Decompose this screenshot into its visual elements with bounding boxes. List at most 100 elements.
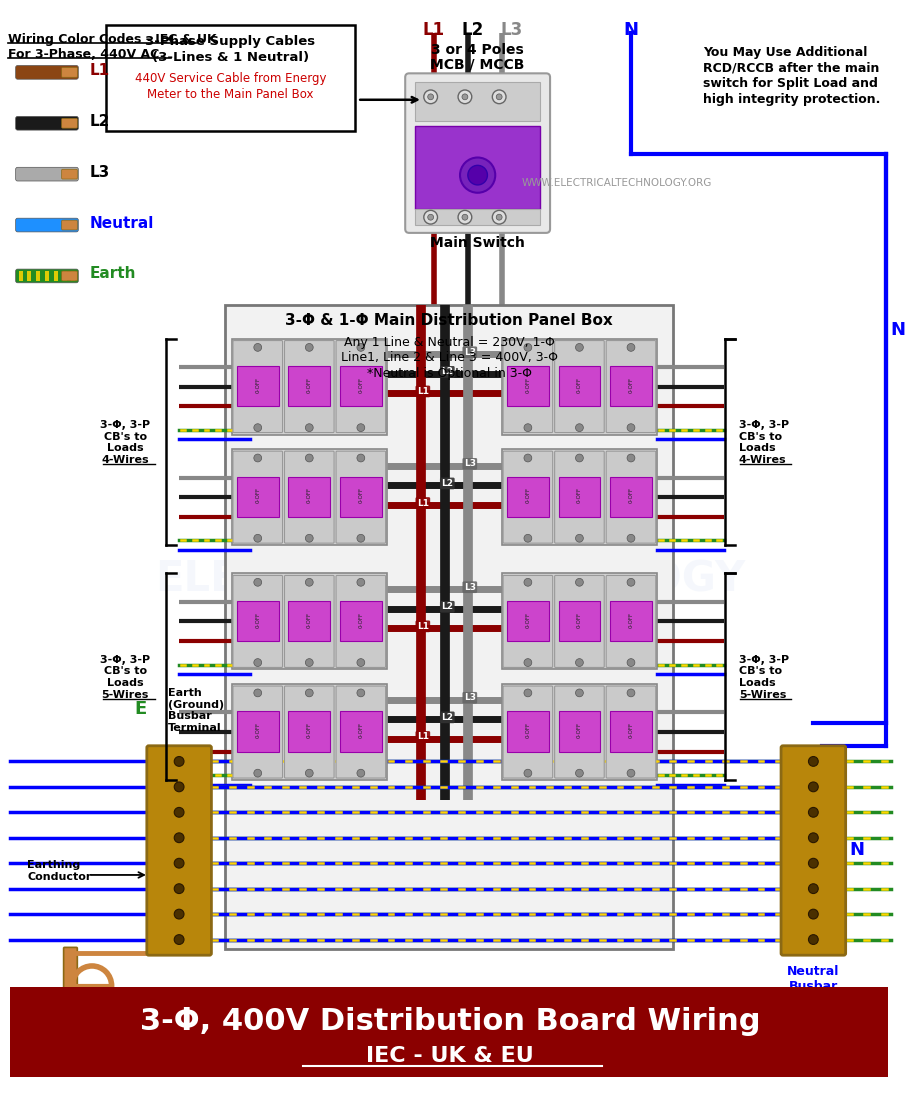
Circle shape xyxy=(174,833,184,843)
Text: L1: L1 xyxy=(90,63,110,78)
Bar xyxy=(18,271,22,281)
Text: 0-OFF: 0-OFF xyxy=(525,612,530,628)
Circle shape xyxy=(808,807,817,817)
Bar xyxy=(506,366,548,406)
Text: 0-OFF: 0-OFF xyxy=(576,487,582,504)
Circle shape xyxy=(808,782,817,792)
Circle shape xyxy=(808,935,817,945)
Text: L1: L1 xyxy=(416,387,428,396)
Circle shape xyxy=(492,210,505,224)
Circle shape xyxy=(461,94,468,100)
Circle shape xyxy=(305,343,312,351)
Text: L2: L2 xyxy=(461,22,483,40)
FancyBboxPatch shape xyxy=(284,575,334,668)
FancyBboxPatch shape xyxy=(106,25,355,131)
Circle shape xyxy=(627,579,634,586)
Text: L3: L3 xyxy=(463,460,475,469)
Bar xyxy=(506,601,548,641)
FancyBboxPatch shape xyxy=(606,686,655,778)
Text: Ground
ROD: Ground ROD xyxy=(24,1038,70,1060)
Text: 0-OFF: 0-OFF xyxy=(255,722,260,738)
Bar xyxy=(502,573,656,670)
Text: 3-Phase Supply Cables: 3-Phase Supply Cables xyxy=(145,35,315,48)
Bar xyxy=(232,339,386,434)
Text: 3-Φ, 3-P
CB's to
Loads
5-Wires: 3-Φ, 3-P CB's to Loads 5-Wires xyxy=(738,654,789,700)
FancyBboxPatch shape xyxy=(16,270,78,283)
Text: For 3-Phase, 440V AC: For 3-Phase, 440V AC xyxy=(8,48,159,60)
FancyBboxPatch shape xyxy=(503,575,552,668)
FancyBboxPatch shape xyxy=(62,169,77,179)
Circle shape xyxy=(305,769,312,777)
FancyBboxPatch shape xyxy=(335,575,385,668)
Text: MCB / MCCB: MCB / MCCB xyxy=(430,57,524,72)
Bar xyxy=(340,366,381,406)
Text: 0-OFF: 0-OFF xyxy=(357,376,363,393)
Circle shape xyxy=(305,535,312,542)
Circle shape xyxy=(575,535,583,542)
FancyBboxPatch shape xyxy=(606,451,655,543)
Text: 0-OFF: 0-OFF xyxy=(628,612,633,628)
Text: L3: L3 xyxy=(500,22,522,40)
Bar xyxy=(609,476,652,517)
Circle shape xyxy=(575,454,583,462)
Circle shape xyxy=(524,579,531,586)
Circle shape xyxy=(460,157,494,192)
Text: Earthing
Conductor: Earthing Conductor xyxy=(28,860,92,882)
Bar xyxy=(28,271,31,281)
Circle shape xyxy=(492,90,505,103)
Circle shape xyxy=(424,90,437,103)
Bar xyxy=(340,476,381,517)
Circle shape xyxy=(627,689,634,696)
Circle shape xyxy=(524,454,531,462)
Circle shape xyxy=(357,659,364,667)
Text: *Neutral is Optional in 3-Φ: *Neutral is Optional in 3-Φ xyxy=(367,367,531,380)
Text: E: E xyxy=(135,701,147,718)
Text: N: N xyxy=(623,22,638,40)
Text: L3: L3 xyxy=(463,693,475,702)
Bar xyxy=(340,712,381,751)
FancyBboxPatch shape xyxy=(284,451,334,543)
Text: 0-OFF: 0-OFF xyxy=(628,722,633,738)
Circle shape xyxy=(627,769,634,777)
Bar xyxy=(414,209,539,226)
Text: L3: L3 xyxy=(463,348,475,356)
Text: L2: L2 xyxy=(441,713,453,722)
Text: L3: L3 xyxy=(90,165,110,179)
Text: high integrity protection.: high integrity protection. xyxy=(702,92,879,106)
Circle shape xyxy=(575,659,583,667)
Circle shape xyxy=(174,935,184,945)
Bar xyxy=(506,712,548,751)
Text: N: N xyxy=(848,842,864,859)
Text: 440V Service Cable from Energy: 440V Service Cable from Energy xyxy=(134,73,326,86)
Text: L2: L2 xyxy=(441,603,453,612)
Circle shape xyxy=(174,807,184,817)
Circle shape xyxy=(174,757,184,767)
Bar xyxy=(236,712,278,751)
Circle shape xyxy=(808,910,817,918)
FancyBboxPatch shape xyxy=(16,66,78,79)
Text: 0-OFF: 0-OFF xyxy=(628,376,633,393)
Bar xyxy=(232,573,386,670)
Circle shape xyxy=(357,535,364,542)
Circle shape xyxy=(254,579,261,586)
Text: WWW.ELECTRICALTECHNOLOGY.ORG: WWW.ELECTRICALTECHNOLOGY.ORG xyxy=(521,178,711,188)
Text: L1: L1 xyxy=(416,621,428,630)
Bar xyxy=(558,712,600,751)
Circle shape xyxy=(468,165,487,185)
Bar xyxy=(609,712,652,751)
FancyBboxPatch shape xyxy=(62,67,77,77)
FancyBboxPatch shape xyxy=(554,451,604,543)
Circle shape xyxy=(495,94,502,100)
FancyBboxPatch shape xyxy=(62,271,77,281)
Circle shape xyxy=(808,883,817,893)
Bar xyxy=(36,271,40,281)
Text: L2: L2 xyxy=(441,367,453,376)
Circle shape xyxy=(174,858,184,868)
Text: You May Use Additional: You May Use Additional xyxy=(702,46,867,59)
Bar xyxy=(558,366,600,406)
Circle shape xyxy=(575,579,583,586)
Text: 0-OFF: 0-OFF xyxy=(576,722,582,738)
Circle shape xyxy=(305,689,312,696)
Circle shape xyxy=(524,769,531,777)
Bar xyxy=(506,476,548,517)
